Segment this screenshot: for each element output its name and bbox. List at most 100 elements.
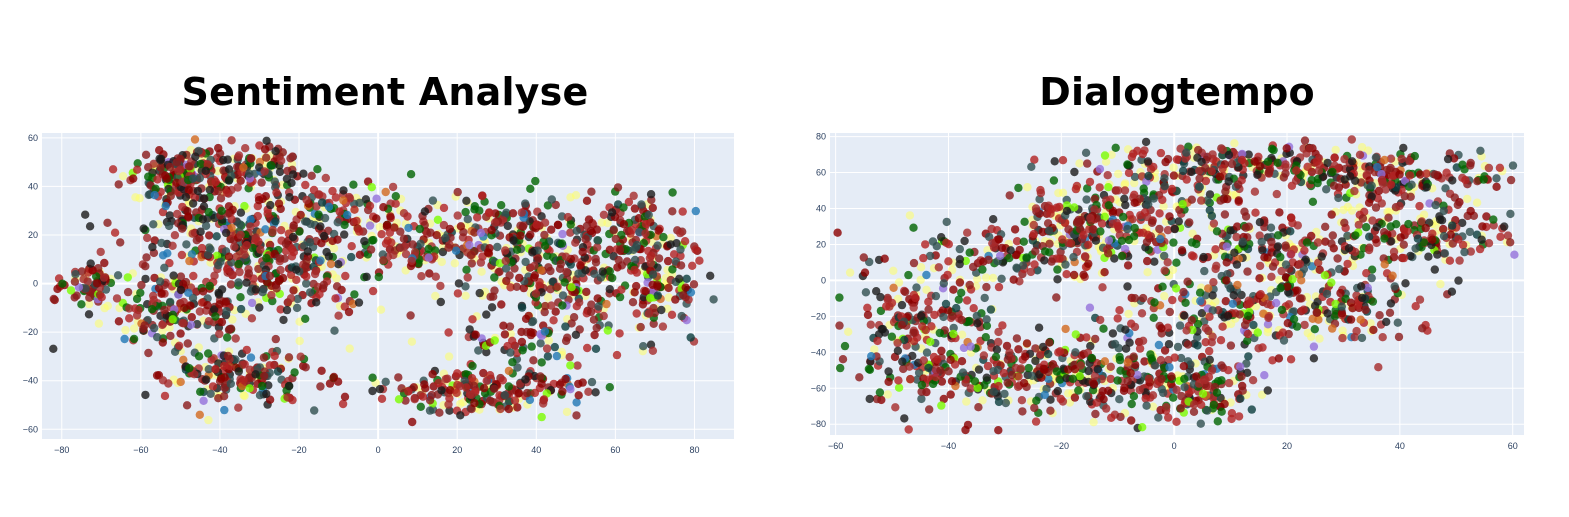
scatter-point bbox=[1286, 249, 1296, 259]
scatter-point bbox=[1205, 355, 1214, 364]
scatter-point bbox=[969, 262, 978, 272]
scatter-point bbox=[444, 328, 453, 337]
scatter-point bbox=[493, 242, 502, 252]
scatter-point bbox=[1167, 372, 1176, 381]
scatter-point bbox=[531, 176, 540, 186]
scatter-point bbox=[153, 175, 162, 184]
scatter-point bbox=[292, 275, 301, 285]
scatter-point bbox=[1238, 386, 1247, 395]
scatter-point bbox=[355, 198, 364, 207]
scatter-point bbox=[203, 160, 212, 169]
scatter-point bbox=[332, 274, 341, 283]
scatter-point bbox=[223, 333, 232, 342]
x-tick-label: −60 bbox=[828, 441, 843, 451]
scatter-point bbox=[1340, 218, 1349, 227]
scatter-point bbox=[840, 341, 850, 351]
scatter-point bbox=[1385, 308, 1395, 317]
scatter-point bbox=[525, 395, 535, 405]
scatter-point bbox=[912, 283, 921, 292]
scatter-point bbox=[1263, 299, 1272, 309]
scatter-point bbox=[666, 233, 675, 243]
scatter-point bbox=[512, 245, 522, 254]
scatter-point bbox=[160, 305, 169, 315]
scatter-point bbox=[1021, 352, 1030, 361]
y-tick-label: −60 bbox=[811, 383, 826, 393]
scatter-point bbox=[137, 280, 146, 290]
scatter-point bbox=[444, 352, 454, 361]
scatter-point bbox=[1254, 344, 1263, 353]
scatter-point bbox=[1130, 322, 1140, 332]
scatter-point bbox=[1395, 201, 1404, 211]
scatter-point bbox=[1182, 326, 1191, 335]
scatter-point bbox=[1506, 238, 1515, 247]
scatter-point bbox=[883, 295, 892, 304]
scatter-point bbox=[1066, 239, 1076, 248]
scatter-point bbox=[706, 271, 715, 280]
scatter-point bbox=[894, 376, 903, 385]
scatter-point bbox=[1350, 186, 1359, 196]
scatter-point bbox=[1492, 182, 1501, 191]
scatter-point bbox=[1115, 306, 1124, 315]
scatter-point bbox=[1250, 187, 1260, 196]
scatter-point bbox=[121, 325, 130, 335]
scatter-point bbox=[1388, 271, 1397, 280]
scatter-point bbox=[1363, 283, 1372, 292]
scatter-point bbox=[1382, 317, 1391, 327]
scatter-point bbox=[1264, 313, 1273, 322]
scatter-point bbox=[887, 332, 897, 341]
scatter-point bbox=[1201, 375, 1210, 385]
scatter-point bbox=[220, 405, 229, 415]
scatter-point bbox=[561, 252, 571, 261]
scatter-point bbox=[900, 414, 909, 423]
scatter-point bbox=[1218, 145, 1228, 155]
scatter-point bbox=[463, 215, 472, 224]
scatter-point bbox=[1084, 259, 1093, 268]
scatter-point bbox=[1123, 376, 1132, 386]
scatter-point bbox=[591, 258, 601, 267]
scatter-point bbox=[1002, 341, 1012, 351]
scatter-point bbox=[991, 352, 1001, 361]
scatter-point bbox=[994, 397, 1004, 407]
scatter-point bbox=[1062, 270, 1071, 279]
scatter-point bbox=[1351, 176, 1360, 185]
scatter-point bbox=[916, 263, 926, 272]
scatter-point bbox=[425, 406, 435, 415]
scatter-point bbox=[1189, 407, 1199, 416]
scatter-point bbox=[1346, 298, 1356, 307]
scatter-point bbox=[676, 245, 685, 254]
scatter-point bbox=[1224, 366, 1233, 375]
scatter-point bbox=[1463, 194, 1472, 204]
scatter-point bbox=[1038, 342, 1048, 352]
scatter-point bbox=[1411, 302, 1420, 311]
scatter-point bbox=[536, 339, 545, 348]
scatter-point bbox=[184, 288, 193, 297]
scatter-point bbox=[677, 311, 686, 321]
scatter-point bbox=[983, 361, 993, 371]
scatter-point bbox=[1421, 223, 1430, 233]
scatter-point bbox=[1328, 167, 1337, 177]
scatter-point bbox=[636, 322, 645, 332]
scatter-point bbox=[1364, 245, 1374, 255]
scatter-point bbox=[445, 386, 455, 395]
scatter-point bbox=[275, 254, 285, 263]
scatter-point bbox=[1120, 194, 1129, 203]
scatter-point bbox=[615, 329, 624, 338]
scatter-point bbox=[467, 259, 476, 268]
scatter-point bbox=[1176, 404, 1185, 413]
chart-title: Sentiment Analyse bbox=[181, 70, 589, 114]
scatter-point bbox=[79, 275, 88, 284]
scatter-point bbox=[482, 348, 491, 357]
scatter-point bbox=[1024, 363, 1033, 373]
scatter-point bbox=[407, 256, 416, 266]
scatter-point bbox=[1143, 230, 1153, 239]
scatter-point bbox=[1228, 299, 1237, 308]
scatter-points bbox=[833, 135, 1519, 435]
scatter-point bbox=[1102, 404, 1111, 413]
scatter-point bbox=[478, 191, 487, 201]
scatter-point bbox=[224, 252, 234, 261]
scatter-point bbox=[1380, 155, 1389, 165]
scatter-point bbox=[1367, 181, 1376, 190]
scatter-point bbox=[1422, 169, 1431, 178]
scatter-point bbox=[1154, 413, 1163, 422]
